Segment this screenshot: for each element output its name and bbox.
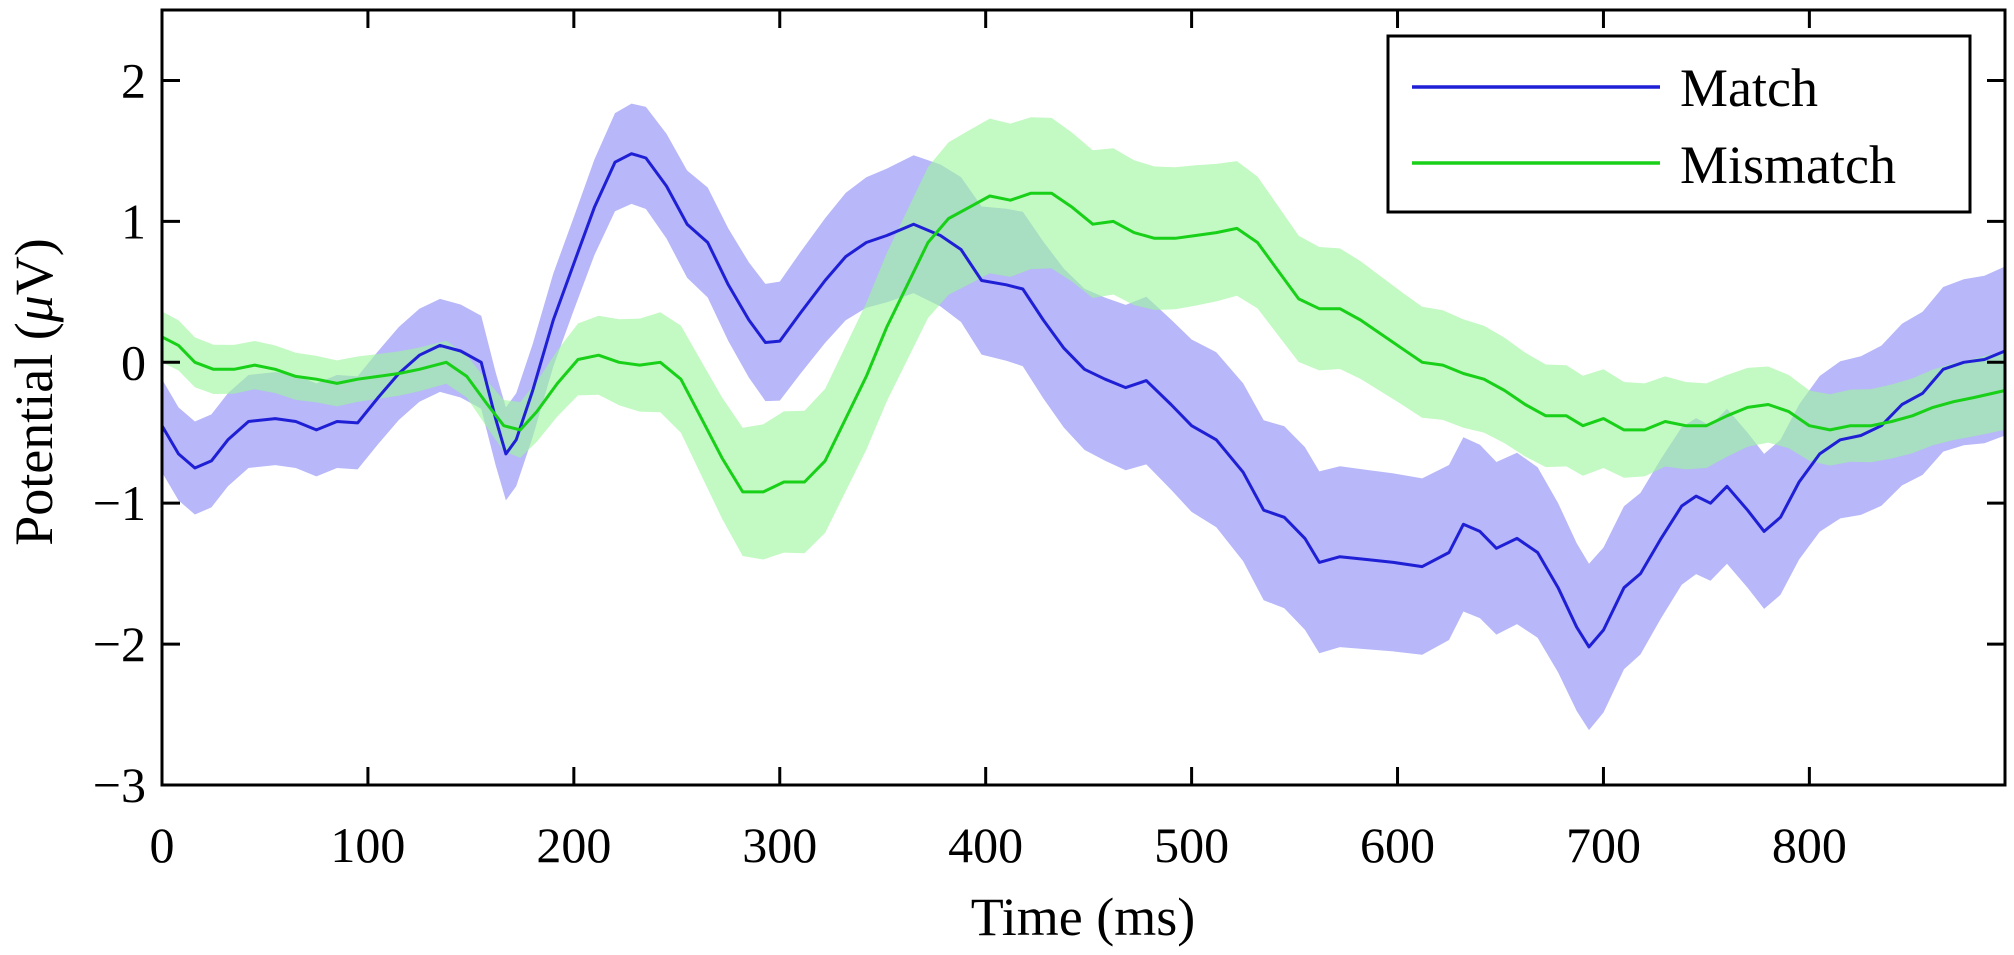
x-axis-title: Time (ms) bbox=[971, 887, 1196, 947]
x-tick-label: 600 bbox=[1360, 817, 1435, 873]
y-tick-label: 2 bbox=[121, 52, 146, 108]
legend-label-match: Match bbox=[1680, 58, 1818, 118]
y-axis-title: Potential (μV) bbox=[4, 238, 64, 546]
x-tick-label: 500 bbox=[1154, 817, 1229, 873]
x-axis: 0 100 200 300 400 500 600 700 800 bbox=[150, 10, 1847, 873]
y-axis-title-mu: μ bbox=[4, 295, 64, 323]
confidence-band-mismatch bbox=[162, 117, 2005, 560]
series-line-mismatch bbox=[161, 191, 2006, 494]
series-line-match bbox=[160, 152, 2006, 649]
y-axis: −3 −2 −1 0 1 2 bbox=[93, 52, 2005, 813]
plot-frame bbox=[160, 8, 2007, 787]
y-tick-label: −2 bbox=[93, 616, 146, 672]
x-tick-label: 0 bbox=[150, 817, 175, 873]
confidence-bands bbox=[162, 103, 2005, 731]
x-tick-label: 300 bbox=[742, 817, 817, 873]
y-tick-label: 0 bbox=[121, 334, 146, 390]
x-tick-label: 100 bbox=[330, 817, 405, 873]
y-axis-title-suffix: V) bbox=[4, 238, 64, 295]
x-tick-label: 800 bbox=[1772, 817, 1847, 873]
confidence-band-match bbox=[162, 103, 2005, 731]
x-tick-label: 700 bbox=[1566, 817, 1641, 873]
x-tick-label: 200 bbox=[536, 817, 611, 873]
y-tick-label: 1 bbox=[121, 193, 146, 249]
series-lines bbox=[160, 152, 2006, 649]
y-axis-title-prefix: Potential ( bbox=[4, 322, 64, 545]
legend: Match Mismatch bbox=[1386, 34, 1972, 214]
y-tick-label: −1 bbox=[93, 475, 146, 531]
legend-box bbox=[1386, 34, 1972, 214]
legend-label-mismatch: Mismatch bbox=[1680, 135, 1896, 195]
x-tick-label: 400 bbox=[948, 817, 1023, 873]
y-tick-label: −3 bbox=[93, 757, 146, 813]
